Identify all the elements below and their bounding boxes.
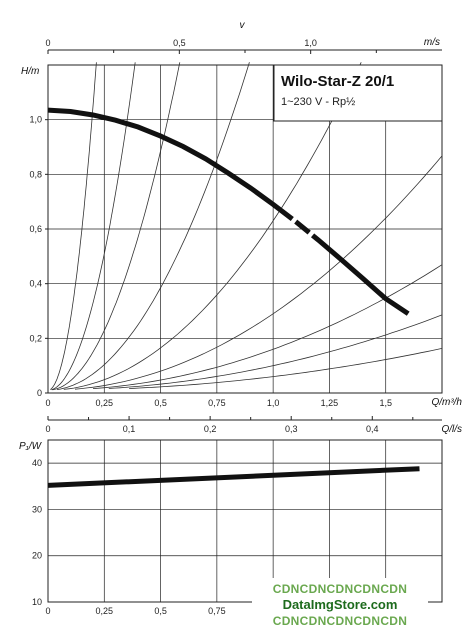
system-curve: [63, 62, 362, 390]
watermark: CDNCDNCDNCDNCDN DataImgStore.com CDNCDNC…: [252, 578, 428, 632]
watermark-line3: CDNCDNCDNCDNCDN: [273, 614, 408, 628]
power-grid: [48, 440, 442, 603]
flow-ls-axis-label: Q/l/s: [441, 424, 462, 435]
power-y-ticks: 10 20 30 40: [32, 458, 42, 607]
system-curve: [56, 62, 250, 390]
head-y-tick-label: 0,6: [29, 224, 42, 234]
watermark-line1: CDNCDNCDNCDNCDN: [273, 582, 408, 596]
power-x-tick-label: 0,5: [154, 606, 167, 616]
power-plot: P₁/W 10 20 30 40 0 0,25 0,5 0,75: [19, 439, 443, 616]
system-curve: [52, 62, 181, 391]
head-x-tick-label: 0,25: [96, 398, 114, 408]
head-plot: Wilo-Star-Z 20/1 1~230 V - Rp½ H/m 00,20…: [21, 62, 462, 408]
flow-ls-tick-label: 0,3: [285, 424, 298, 434]
velocity-tick-label: 0,5: [173, 38, 186, 48]
head-y-tick-label: 0,8: [29, 169, 42, 179]
head-y-tick-label: 0,4: [29, 279, 42, 289]
velocity-tick-label: 1,0: [304, 38, 317, 48]
power-y-tick-label: 10: [32, 597, 42, 607]
head-x-tick-label: 0: [45, 398, 50, 408]
flow-ls-tick-label: 0,4: [366, 424, 379, 434]
flow-ls-tick-label: 0,1: [123, 424, 136, 434]
head-x-ticks: 0 0,25 0,5 0,75 1,0 1,25 1,5: [45, 398, 391, 408]
chart-subtitle: 1~230 V - Rp½: [281, 96, 355, 108]
system-curve: [74, 155, 443, 390]
head-x-tick-label: 0,75: [208, 398, 226, 408]
title-box: [273, 64, 443, 122]
system-curve: [50, 62, 97, 390]
watermark-bg: [252, 578, 428, 632]
velocity-axis: v m/s 0 0,5 1,0: [45, 20, 442, 54]
chart-title: Wilo-Star-Z 20/1: [281, 73, 394, 90]
head-x-tick-label: 1,0: [267, 398, 280, 408]
flow-ls-tick-label: 0: [45, 424, 50, 434]
power-curve: [47, 466, 420, 488]
velocity-axis-label: v: [240, 20, 246, 31]
flow-ls-tick-label: 0,2: [204, 424, 217, 434]
velocity-axis-unit: m/s: [424, 37, 440, 48]
power-y-tick-label: 20: [32, 551, 42, 561]
head-curve: [47, 107, 410, 316]
head-y-ticks: 0 0,2 0,4 0,6 0,8 1,0: [29, 115, 48, 398]
power-x-tick-label: 0,75: [208, 606, 226, 616]
flow-m3h-axis-label: Q/m³/h: [431, 397, 462, 408]
system-curve: [129, 348, 443, 389]
velocity-tick-label: 0: [45, 38, 50, 48]
head-x-tick-label: 0,5: [154, 398, 167, 408]
power-x-tick-label: 0,25: [96, 606, 114, 616]
head-axis-label: H/m: [21, 66, 39, 77]
power-x-ticks: 0 0,25 0,5 0,75: [45, 606, 225, 616]
head-y-tick-label: 0,2: [29, 333, 42, 343]
head-y-tick-label: 0: [37, 388, 42, 398]
head-x-tick-label: 1,5: [379, 398, 392, 408]
head-curve-gap: [290, 216, 315, 239]
power-x-tick-label: 0: [45, 606, 50, 616]
power-plot-frame: [47, 439, 443, 603]
watermark-line2: DataImgStore.com: [283, 597, 398, 612]
head-x-tick-label: 1,25: [321, 398, 339, 408]
system-curve: [108, 314, 443, 389]
system-curve: [51, 62, 136, 391]
power-y-tick-label: 40: [32, 458, 42, 468]
system-curves: [50, 62, 443, 391]
power-axis-label: P₁/W: [19, 441, 43, 452]
power-y-tick-label: 30: [32, 504, 42, 514]
flow-ls-axis: Q/l/s 0 0,1 0,2 0,3 0,4: [45, 416, 462, 435]
head-y-tick-label: 1,0: [29, 115, 42, 125]
